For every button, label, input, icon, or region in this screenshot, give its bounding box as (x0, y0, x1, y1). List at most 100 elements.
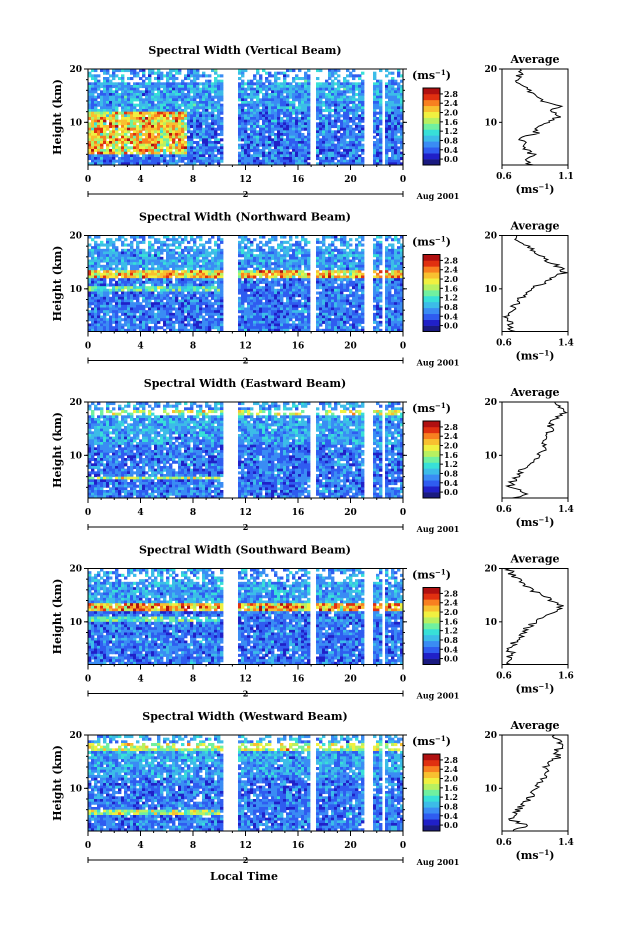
heatmap-cell (193, 280, 197, 284)
ytick-label: 10 (69, 118, 82, 128)
heatmap-cell (394, 103, 398, 107)
heatmap-cell (253, 320, 257, 324)
heatmap-cell (115, 154, 119, 158)
heatmap-cell (346, 95, 350, 99)
heatmap-cell (112, 326, 116, 330)
heatmap-cell (157, 162, 161, 166)
heatmap-cell (106, 248, 110, 252)
heatmap-cell (265, 315, 269, 319)
heatmap-cell (178, 122, 182, 126)
heatmap-cell (172, 77, 176, 81)
heatmap-cell (253, 125, 257, 129)
heatmap-cell (106, 283, 110, 287)
heatmap-cell (250, 114, 254, 118)
heatmap-cell (154, 138, 158, 142)
heatmap-cell (175, 291, 179, 295)
heatmap-cell (124, 82, 128, 86)
heatmap-cell (286, 157, 290, 161)
heatmap-cell (181, 122, 185, 126)
heatmap-cell (190, 256, 194, 260)
heatmap-cell (103, 79, 107, 83)
heatmap-cell (130, 254, 134, 258)
heatmap-cell (331, 93, 335, 97)
heatmap-cell (157, 146, 161, 150)
heatmap-cell (154, 71, 158, 75)
heatmap-cell (145, 146, 149, 150)
heatmap-cell (274, 133, 278, 137)
heatmap-cell (175, 286, 179, 290)
heatmap-cell (142, 79, 146, 83)
heatmap-cell (100, 95, 104, 99)
heatmap-cell (166, 326, 170, 330)
heatmap-cell (337, 154, 341, 158)
heatmap-cell (289, 238, 293, 242)
heatmap-cell (250, 93, 254, 97)
heatmap-cell (127, 272, 131, 276)
heatmap-cell (160, 310, 164, 314)
heatmap-cell (166, 133, 170, 137)
heatmap-cell (130, 259, 134, 263)
heatmap-cell (262, 143, 266, 147)
heatmap-cell (145, 254, 149, 258)
heatmap-cell (286, 328, 290, 332)
heatmap-cell (118, 254, 122, 258)
heatmap-cell (394, 125, 398, 129)
heatmap-cell (178, 93, 182, 97)
heatmap-cell (265, 111, 269, 115)
heatmap-cell (247, 312, 251, 316)
heatmap-cell (334, 101, 338, 105)
heatmap-cell (127, 283, 131, 287)
heatmap-cell (268, 122, 272, 126)
heatmap-cell (151, 256, 155, 260)
heatmap-cell (268, 286, 272, 290)
heatmap-cell (106, 157, 110, 161)
heatmap-cell (253, 256, 257, 260)
heatmap-cell (256, 154, 260, 158)
heatmap-cell (148, 85, 152, 89)
heatmap-cell (262, 286, 266, 290)
heatmap-cell (220, 278, 224, 282)
heatmap-cell (238, 135, 242, 139)
heatmap-cell (106, 288, 110, 292)
heatmap-cell (208, 87, 212, 91)
heatmap-cell (334, 149, 338, 153)
heatmap-cell (289, 85, 293, 89)
heatmap-cell (208, 251, 212, 255)
heatmap-cell (127, 162, 131, 166)
heatmap-cell (109, 326, 113, 330)
heatmap-cell (205, 262, 209, 266)
heatmap-cell (205, 304, 209, 308)
heatmap-cell (343, 130, 347, 134)
heatmap-cell (265, 278, 269, 282)
heatmap-cell (172, 294, 176, 298)
heatmap-cell (286, 87, 290, 91)
heatmap-cell (241, 154, 245, 158)
heatmap-cell (157, 133, 161, 137)
heatmap-cell (304, 79, 308, 83)
heatmap-cell (253, 95, 257, 99)
heatmap-cell (163, 235, 167, 239)
heatmap-cell (202, 109, 206, 113)
heatmap-cell (145, 259, 149, 263)
heatmap-cell (175, 149, 179, 153)
heatmap-cell (286, 272, 290, 276)
heatmap-cell (166, 246, 170, 250)
heatmap-cell (211, 256, 215, 260)
heatmap-cell (181, 310, 185, 314)
heatmap-cell (103, 125, 107, 129)
heatmap-cell (217, 251, 221, 255)
heatmap-cell (166, 320, 170, 324)
heatmap-cell (358, 149, 362, 153)
heatmap-cell (166, 294, 170, 298)
heatmap-cell (268, 318, 272, 322)
heatmap-cell (127, 125, 131, 129)
heatmap-cell (109, 101, 113, 105)
heatmap-cell (247, 117, 251, 121)
heatmap-cell (241, 138, 245, 142)
heatmap-cell (166, 256, 170, 260)
heatmap-cell (289, 93, 293, 97)
heatmap-cell (187, 87, 191, 91)
heatmap-cell (106, 251, 110, 255)
heatmap-cell (277, 272, 281, 276)
heatmap-cell (172, 74, 176, 78)
